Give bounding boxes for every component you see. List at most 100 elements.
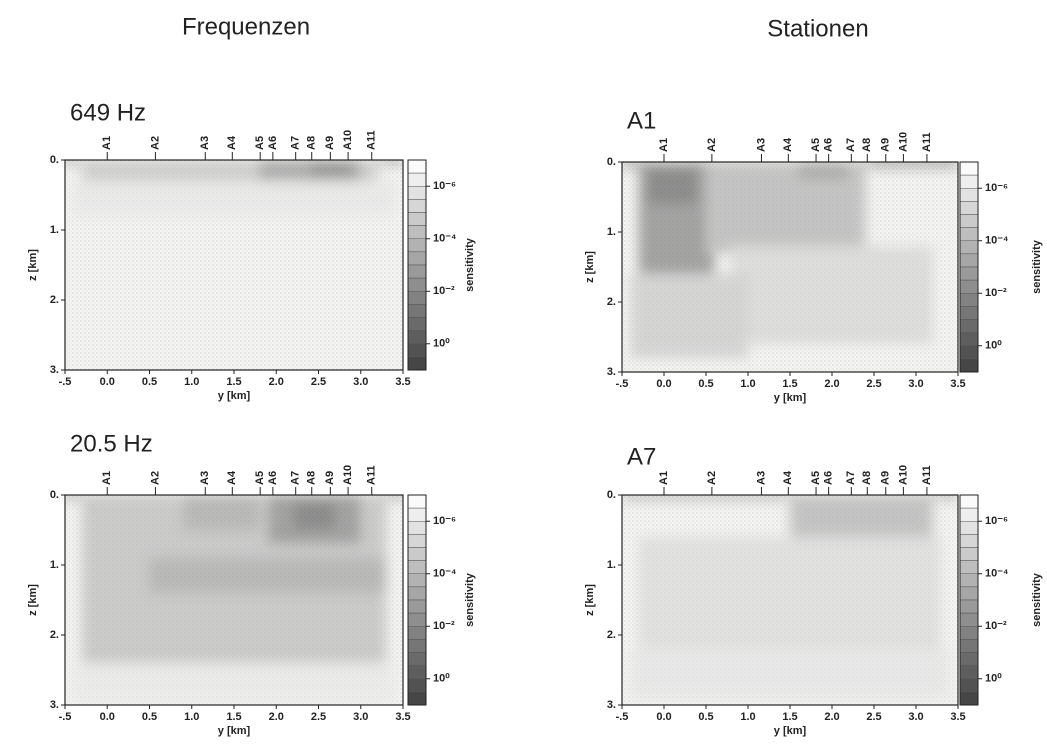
- station-label: A2: [149, 136, 161, 150]
- colorbar-segment: [407, 304, 427, 318]
- station-label: A4: [782, 137, 794, 152]
- colorbar-tick-label: 10⁻²: [433, 620, 455, 632]
- x-tick-label: 2.5: [311, 376, 326, 388]
- station-label: A8: [306, 471, 318, 485]
- x-tick-label: 1.5: [226, 376, 241, 388]
- colorbar-segment: [407, 599, 427, 614]
- station-label: A3: [755, 138, 767, 152]
- panel-title: 20.5 Hz: [70, 430, 153, 457]
- panel: A1 -.5 0.0 0.5 1.0 1.5 2.0 2.5 3.0 3.5 y [km] 0. 1. 2…: [584, 107, 1043, 404]
- colorbar-segment: [959, 599, 979, 614]
- colorbar-tick-label: 10⁻²: [985, 287, 1007, 299]
- colorbar-segment: [959, 626, 979, 640]
- x-tick-label: 3.5: [950, 711, 965, 723]
- colorbar-tick-label: 10⁻²: [433, 285, 455, 297]
- colorbar-segment: [407, 665, 427, 679]
- x-tick-label: 0.5: [698, 378, 713, 390]
- colorbar-segment: [407, 264, 427, 279]
- colorbar-segment: [959, 547, 979, 561]
- colorbar-tick-label: 10⁻⁶: [985, 182, 1008, 194]
- x-tick-label: 1.0: [184, 711, 199, 723]
- colorbar-segment: [407, 678, 427, 693]
- colorbar-segment: [959, 174, 979, 189]
- colorbar-segment: [959, 521, 979, 535]
- station-label: A9: [324, 471, 336, 485]
- y-tick-label: 0.: [50, 154, 59, 166]
- station-label: A11: [921, 132, 933, 152]
- colorbar-segment: [407, 612, 427, 627]
- x-tick-label: 1.0: [740, 711, 755, 723]
- colorbar-segment: [959, 678, 979, 693]
- colorbar-segment: [959, 214, 979, 228]
- colorbar-segment: [407, 691, 427, 706]
- x-tick-label: 3.0: [908, 711, 923, 723]
- station-label: A3: [199, 471, 211, 485]
- sensitivity-field: [65, 160, 403, 370]
- station-label: A1: [101, 136, 113, 150]
- column-heading: Stationen: [767, 15, 868, 42]
- y-axis-label: z [km]: [27, 249, 39, 281]
- y-tick-label: 3.: [50, 364, 59, 376]
- station-label: A8: [861, 471, 873, 485]
- x-tick-label: 2.0: [269, 376, 284, 388]
- station-label: A8: [306, 136, 318, 150]
- colorbar-tick-label: 10⁰: [433, 673, 450, 685]
- colorbar-segment: [407, 547, 427, 561]
- colorbar-segment: [959, 266, 979, 281]
- station-label: A10: [342, 465, 354, 485]
- x-tick-label: 2.5: [866, 378, 881, 390]
- y-tick-label: 1.: [607, 559, 616, 571]
- colorbar-segment: [959, 358, 979, 373]
- colorbar-segment: [959, 494, 979, 509]
- x-tick-label: 1.5: [782, 378, 797, 390]
- station-label: A7: [845, 471, 857, 485]
- colorbar-segment: [407, 534, 427, 548]
- x-tick-label: 3.5: [395, 376, 410, 388]
- colorbar-segment: [959, 560, 979, 574]
- station-label: A7: [845, 138, 857, 152]
- x-tick-label: 3.0: [908, 378, 923, 390]
- colorbar-segment: [959, 201, 979, 215]
- colorbar-tick-label: 10⁻⁴: [433, 568, 456, 580]
- x-tick-label: 2.0: [824, 378, 839, 390]
- x-tick-label: 0.0: [100, 711, 115, 723]
- colorbar-segment: [407, 507, 427, 522]
- y-tick-label: 2.: [607, 296, 616, 308]
- panel: A7 -.5 0.0 0.5 1.0 1.5 2.0 2.5 3.0 3.5 y [km] 0. 1. 2…: [584, 443, 1043, 737]
- station-label: A4: [782, 470, 794, 485]
- x-tick-label: 0.5: [142, 376, 157, 388]
- x-tick-label: 2.5: [311, 711, 326, 723]
- station-label: A9: [324, 136, 336, 150]
- colorbar-segment: [407, 494, 427, 509]
- colorbar-segment: [407, 317, 427, 331]
- panel-title: A1: [627, 107, 656, 134]
- x-tick-label: 3.0: [353, 711, 368, 723]
- colorbar-label: sensitivity: [464, 572, 476, 627]
- colorbar-segment: [407, 356, 427, 371]
- station-label: A1: [101, 471, 113, 485]
- station-label: A2: [706, 138, 718, 152]
- colorbar-segment: [407, 186, 427, 200]
- y-tick-label: 2.: [50, 294, 59, 306]
- x-axis-label: y [km]: [774, 392, 807, 404]
- station-label: A2: [149, 471, 161, 485]
- station-label: A5: [254, 471, 266, 485]
- colorbar-segment: [959, 188, 979, 202]
- x-tick-label: 1.0: [740, 378, 755, 390]
- y-tick-label: 0.: [50, 489, 59, 501]
- colorbar-segment: [407, 199, 427, 213]
- colorbar-segment: [407, 626, 427, 640]
- x-axis-label: y [km]: [218, 390, 251, 402]
- colorbar-segment: [407, 639, 427, 653]
- station-label: A4: [226, 470, 238, 485]
- station-label: A5: [254, 136, 266, 150]
- colorbar-frame: [959, 494, 979, 706]
- x-tick-label: 0.0: [656, 711, 671, 723]
- x-tick-label: 0.5: [142, 711, 157, 723]
- x-tick-label: 3.5: [950, 378, 965, 390]
- colorbar-segment: [407, 238, 427, 253]
- station-label: A10: [342, 130, 354, 150]
- colorbar-tick-label: 10⁻²: [985, 620, 1007, 632]
- column-heading: Frequenzen: [182, 13, 310, 40]
- y-tick-label: 0.: [607, 489, 616, 501]
